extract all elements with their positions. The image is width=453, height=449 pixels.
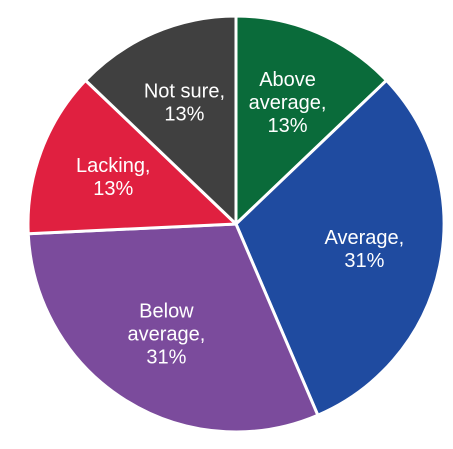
slice-label-line: 31% bbox=[146, 346, 186, 368]
slice-label-line: Average, bbox=[325, 227, 405, 249]
slice-label-line: 13% bbox=[164, 103, 204, 125]
slice-label: Lacking, 13% bbox=[76, 155, 151, 200]
pie-slice bbox=[234, 78, 446, 417]
slice-label-line: average, bbox=[249, 92, 327, 114]
slice-label: Not sure, 13% bbox=[144, 80, 225, 125]
slice-label: Above average, 13% bbox=[249, 69, 327, 137]
slice-label-line: Above bbox=[259, 69, 316, 91]
slice-label-line: average, bbox=[127, 323, 205, 345]
slice-label: Average, 31% bbox=[325, 227, 405, 272]
slice-label-line: Lacking, bbox=[76, 155, 151, 177]
slice-label: Below average, 31% bbox=[127, 300, 205, 368]
pie-slice bbox=[26, 78, 238, 236]
slice-label-line: 13% bbox=[93, 178, 133, 200]
slice-label-line: 13% bbox=[268, 115, 308, 137]
slice-label-line: 31% bbox=[344, 250, 384, 272]
pie-slice bbox=[26, 222, 320, 434]
slice-label-line: Below bbox=[139, 300, 194, 322]
slice-label-line: Not sure, bbox=[144, 80, 225, 102]
pie-slice bbox=[234, 14, 388, 226]
pie-slice bbox=[84, 14, 238, 226]
